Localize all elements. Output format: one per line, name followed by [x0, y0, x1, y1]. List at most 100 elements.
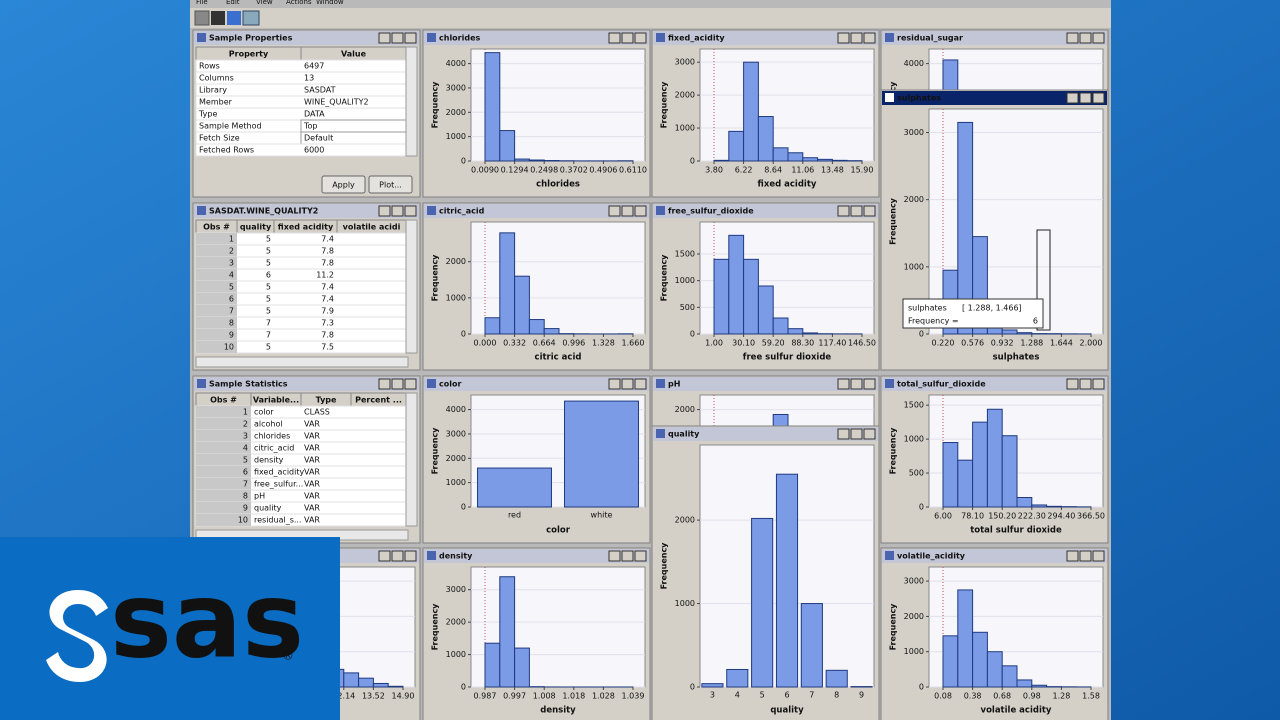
bar[interactable]	[802, 332, 819, 335]
bar[interactable]	[986, 651, 1003, 688]
bar[interactable]	[757, 116, 774, 162]
bar[interactable]	[800, 603, 823, 688]
bar[interactable]	[372, 682, 389, 688]
maximize-button[interactable]	[1079, 92, 1092, 104]
maximize-button[interactable]	[621, 32, 634, 44]
bar[interactable]	[1016, 679, 1033, 688]
close-button[interactable]	[634, 205, 647, 217]
bar[interactable]	[484, 317, 501, 335]
menu-item[interactable]: Actions	[286, 0, 312, 6]
bar[interactable]	[499, 130, 516, 162]
bar[interactable]	[1001, 665, 1018, 688]
maximize-button[interactable]	[1079, 32, 1092, 44]
bar[interactable]	[1016, 332, 1033, 335]
minimize-button[interactable]	[837, 428, 850, 440]
maximize-button[interactable]	[391, 205, 404, 217]
menu-item[interactable]: Edit	[226, 0, 240, 6]
maximize-button[interactable]	[391, 550, 404, 562]
close-button[interactable]	[634, 550, 647, 562]
bar[interactable]	[957, 589, 974, 688]
minimize-button[interactable]	[1066, 550, 1079, 562]
bar[interactable]	[499, 232, 516, 335]
bar[interactable]	[477, 467, 552, 508]
minimize-button[interactable]	[608, 550, 621, 562]
minimize-button[interactable]	[378, 32, 391, 44]
bar[interactable]	[957, 459, 974, 508]
bar[interactable]	[751, 517, 774, 688]
bar[interactable]	[743, 258, 759, 335]
minimize-button[interactable]	[608, 378, 621, 390]
bar[interactable]	[514, 647, 530, 688]
bar[interactable]	[817, 158, 833, 162]
close-button[interactable]	[404, 378, 417, 390]
minimize-button[interactable]	[378, 378, 391, 390]
bar[interactable]	[1031, 684, 1048, 688]
maximize-button[interactable]	[391, 32, 404, 44]
bar[interactable]	[713, 258, 730, 335]
bar[interactable]	[484, 642, 501, 688]
close-button[interactable]	[863, 428, 876, 440]
bar[interactable]	[831, 159, 848, 162]
close-button[interactable]	[634, 378, 647, 390]
bar[interactable]	[726, 668, 749, 688]
bar[interactable]	[1031, 504, 1048, 508]
bar[interactable]	[528, 319, 545, 335]
bar[interactable]	[772, 147, 789, 162]
bar[interactable]	[514, 158, 530, 162]
close-button[interactable]	[634, 32, 647, 44]
bar[interactable]	[757, 285, 774, 335]
maximize-button[interactable]	[850, 378, 863, 390]
bar[interactable]	[957, 121, 974, 335]
bar[interactable]	[772, 317, 789, 335]
bar[interactable]	[358, 677, 374, 688]
scrollbar[interactable]	[405, 219, 418, 354]
chart-icon[interactable]	[242, 10, 260, 26]
close-button[interactable]	[1092, 32, 1105, 44]
bar[interactable]	[1016, 496, 1033, 508]
minimize-button[interactable]	[837, 205, 850, 217]
bar[interactable]	[528, 159, 545, 162]
menu-item[interactable]: File	[196, 0, 208, 6]
menu-item[interactable]: View	[256, 0, 273, 6]
bar[interactable]	[787, 328, 804, 335]
bar[interactable]	[484, 52, 501, 162]
bar[interactable]	[972, 421, 988, 508]
bar[interactable]	[775, 473, 799, 688]
scrollbar[interactable]	[405, 46, 418, 157]
close-button[interactable]	[1092, 550, 1105, 562]
button[interactable]	[321, 175, 366, 194]
close-button[interactable]	[1092, 378, 1105, 390]
maximize-button[interactable]	[621, 550, 634, 562]
bar[interactable]	[728, 130, 745, 162]
minimize-button[interactable]	[837, 378, 850, 390]
minimize-button[interactable]	[378, 205, 391, 217]
bar[interactable]	[743, 61, 759, 162]
bar[interactable]	[942, 635, 959, 688]
minimize-button[interactable]	[1066, 378, 1079, 390]
bar[interactable]	[942, 442, 959, 508]
close-button[interactable]	[404, 205, 417, 217]
maximize-button[interactable]	[850, 428, 863, 440]
bar[interactable]	[387, 685, 404, 688]
maximize-button[interactable]	[1079, 378, 1092, 390]
maximize-button[interactable]	[850, 32, 863, 44]
close-button[interactable]	[863, 378, 876, 390]
close-button[interactable]	[863, 32, 876, 44]
bar[interactable]	[514, 275, 530, 335]
bar[interactable]	[701, 683, 724, 688]
bar[interactable]	[972, 631, 988, 688]
minimize-button[interactable]	[1066, 32, 1079, 44]
button[interactable]	[368, 175, 413, 194]
minimize-button[interactable]	[1066, 92, 1079, 104]
scrollbar[interactable]	[405, 392, 418, 527]
bar[interactable]	[825, 669, 848, 688]
minimize-button[interactable]	[608, 205, 621, 217]
bar[interactable]	[1001, 435, 1018, 508]
bar[interactable]	[564, 400, 639, 508]
close-button[interactable]	[863, 205, 876, 217]
bar[interactable]	[499, 576, 516, 688]
maximize-button[interactable]	[621, 205, 634, 217]
close-button[interactable]	[1092, 92, 1105, 104]
maximize-button[interactable]	[391, 378, 404, 390]
close-button[interactable]	[404, 550, 417, 562]
